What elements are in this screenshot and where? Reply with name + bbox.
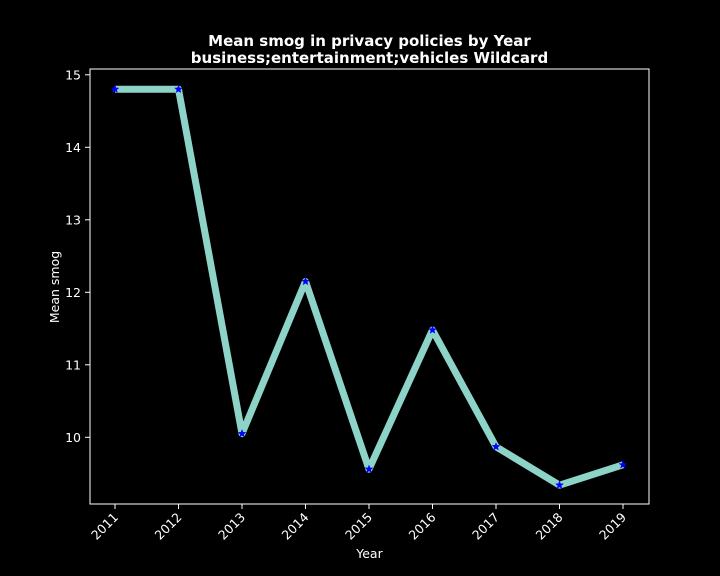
chart-subtitle: business;entertainment;vehicles Wildcard bbox=[191, 49, 548, 67]
chart-title: Mean smog in privacy policies by Year bbox=[208, 32, 531, 50]
data-point-marker bbox=[174, 84, 183, 94]
y-tick-label: 14 bbox=[65, 140, 81, 155]
x-axis-label: Year bbox=[355, 546, 383, 561]
y-axis-label: Mean smog bbox=[47, 251, 62, 323]
y-tick-label: 12 bbox=[65, 285, 81, 300]
y-axis: 10 11 12 13 14 15 bbox=[65, 67, 90, 445]
data-point-marker bbox=[555, 480, 564, 489]
data-point-marker bbox=[301, 276, 310, 286]
data-point-marker bbox=[618, 460, 628, 469]
data-point-marker bbox=[491, 442, 501, 451]
data-point-marker bbox=[237, 428, 247, 438]
y-tick-label: 15 bbox=[65, 67, 81, 82]
data-point-marker bbox=[110, 84, 120, 94]
y-tick-label: 13 bbox=[65, 212, 81, 227]
series-group bbox=[110, 84, 628, 489]
data-point-marker bbox=[428, 325, 437, 334]
y-tick-label: 11 bbox=[65, 357, 81, 372]
y-tick-label: 10 bbox=[65, 430, 81, 445]
data-point-marker bbox=[364, 464, 374, 474]
